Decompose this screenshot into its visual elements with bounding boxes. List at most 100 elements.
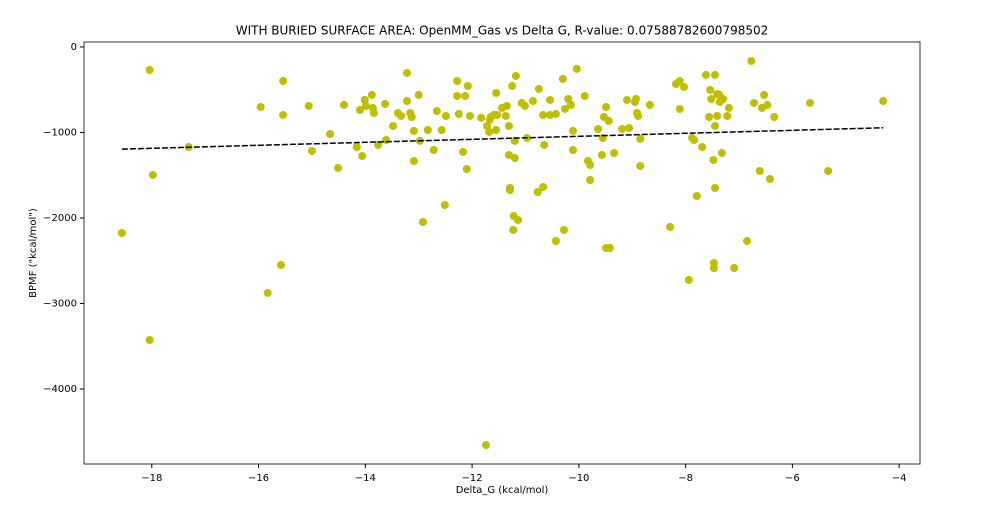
point [546,95,555,104]
point [711,70,720,79]
point [463,81,472,90]
point [560,104,569,113]
point [492,125,501,134]
x-tick-label: −16 [248,473,269,484]
point [730,264,739,273]
point [381,99,390,108]
point [666,222,675,231]
y-tick-label: −2000 [43,213,77,224]
point [713,111,722,120]
point [705,112,714,121]
point [339,100,348,109]
point [551,236,560,245]
x-tick-label: −4 [892,473,907,484]
point [760,90,769,99]
x-tick-label: −10 [568,473,589,484]
point [502,101,511,110]
point [711,121,720,130]
x-tick-label: −8 [678,473,693,484]
point [622,95,631,104]
point [533,187,542,196]
point [580,91,589,100]
x-tick-label: −6 [785,473,800,484]
x-axis-label: Delta_G (kcal/mol) [456,485,549,496]
point [276,261,285,270]
point [256,102,265,111]
y-tick-label: 0 [71,42,77,53]
y-tick-label: −4000 [43,384,77,395]
point [148,170,157,179]
point [326,130,335,139]
point [675,76,684,85]
point [506,186,515,195]
point [709,264,718,273]
point [636,161,645,170]
point [690,135,699,144]
point [454,110,463,119]
chart-title: WITH BURIED SURFACE AREA: OpenMM_Gas vs … [236,24,769,38]
point [504,121,513,130]
point [429,146,438,155]
point [397,111,406,120]
point [597,150,606,159]
point [514,215,523,224]
point [806,98,815,107]
point [418,218,427,227]
point [355,105,364,114]
point [551,110,560,119]
point [770,112,779,121]
point [569,146,578,155]
point [631,94,640,103]
point [501,111,510,120]
point [717,148,726,157]
point [493,110,502,119]
point [509,225,518,234]
point [723,111,732,120]
point [279,76,288,85]
point [481,441,490,450]
point [360,95,369,104]
point [389,121,398,130]
point [382,135,391,144]
point [358,151,367,160]
point [559,225,568,234]
point [263,288,272,297]
point [520,101,529,110]
point [477,113,486,122]
point [698,143,707,152]
point [423,125,432,134]
point [485,127,494,136]
point [462,164,471,173]
x-tick-label: −18 [141,473,162,484]
point [602,102,611,111]
point [508,81,517,90]
point [534,84,543,93]
point [407,112,416,121]
point [145,336,154,345]
point [824,166,833,175]
point [510,136,519,145]
point [604,116,613,125]
point [765,174,774,183]
point [145,65,154,74]
y-axis-label: BPMF ("kcal/mol") [28,208,39,298]
point [605,243,614,252]
point [706,85,715,94]
point [625,123,634,132]
point [528,97,537,106]
point [724,103,733,112]
point [334,163,343,172]
point [453,91,462,100]
point [636,134,645,143]
point [117,228,126,237]
point [279,110,288,119]
y-tick-label: −1000 [43,127,77,138]
point [539,110,548,119]
point [701,70,710,79]
point [539,182,548,191]
point [709,156,718,165]
point [566,100,575,109]
point [634,111,643,120]
point [374,140,383,149]
